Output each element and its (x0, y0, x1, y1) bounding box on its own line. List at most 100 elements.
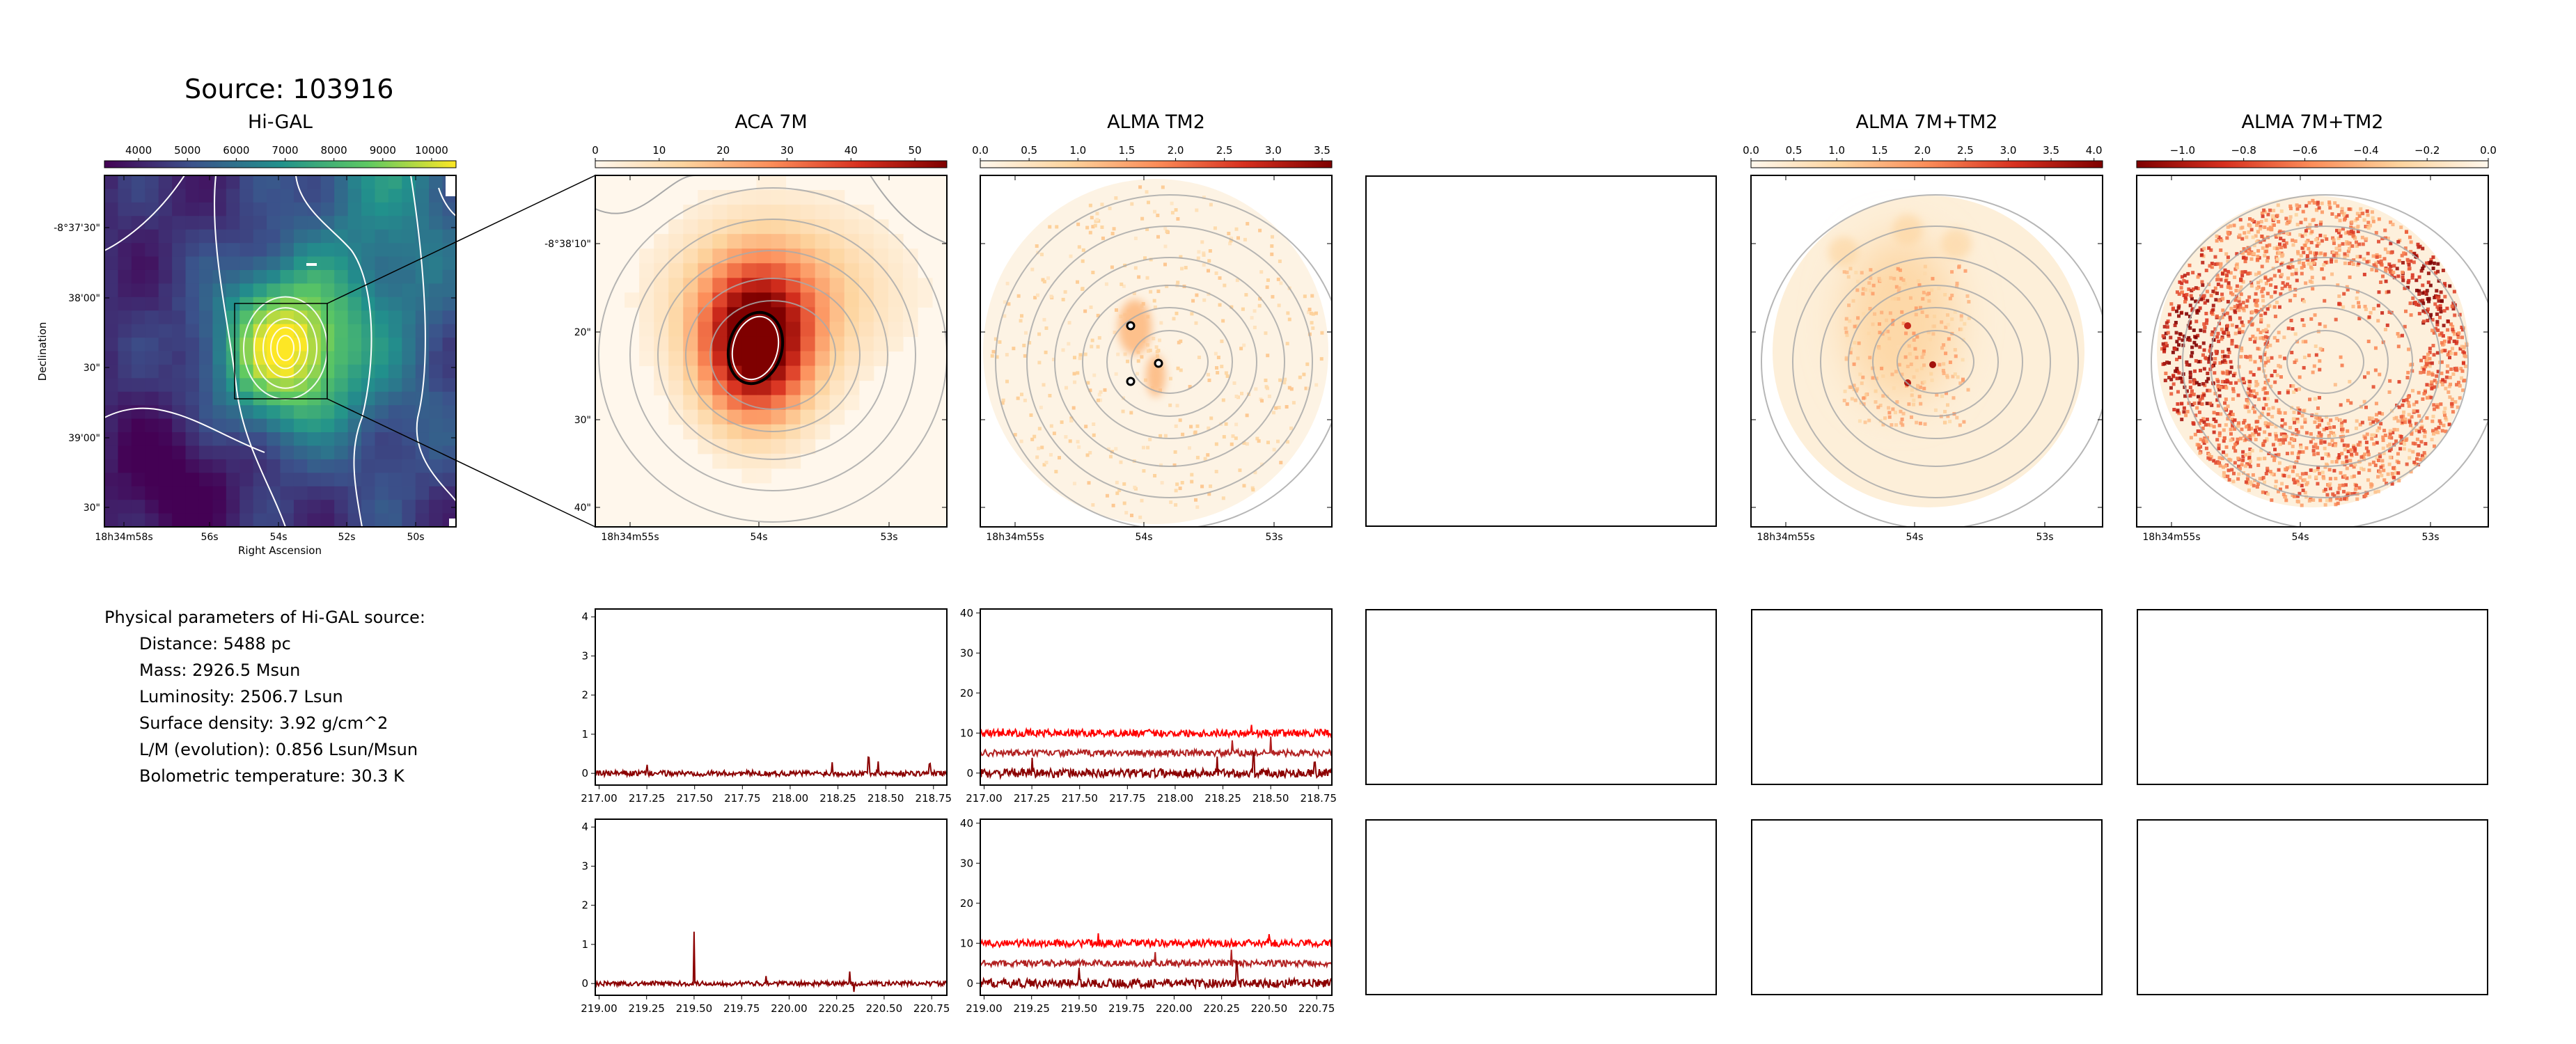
higal-pixel (442, 216, 456, 230)
higal-pixel (145, 405, 159, 420)
aca7m-pixel (712, 438, 728, 454)
alma7m-tm2-noise-pixel (1871, 376, 1875, 380)
aca7m-pixel (815, 424, 831, 440)
higal-pixel (293, 351, 308, 365)
almatm2-noise-pixel (1174, 503, 1178, 507)
aca7m-pixel (727, 453, 743, 469)
higal-pixel (280, 229, 294, 244)
residual-pixel (2261, 443, 2265, 448)
spectrum-aca7m-2-ytick-label: 3 (581, 860, 588, 872)
residual-pixel (2229, 381, 2233, 385)
aca7m-pixel (815, 307, 831, 323)
residual-pixel (2342, 489, 2346, 493)
alma7m-tm2-noise-pixel (1932, 324, 1936, 329)
higal-contour (104, 175, 185, 251)
higal-pixel (375, 473, 389, 487)
higal-pixel (212, 405, 227, 420)
residual-pixel (2209, 423, 2213, 427)
aca7m-pixel (668, 365, 684, 381)
higal-pixel (402, 256, 416, 271)
alma7m-tm2-noise-pixel (1877, 346, 1881, 350)
aca7m-pixel (712, 263, 728, 278)
higal-pixel (388, 283, 402, 298)
higal-pixel (429, 324, 443, 338)
residual-pixel (2274, 434, 2278, 438)
residual-pixel (2163, 379, 2167, 383)
almatm2-noise-pixel (1206, 453, 1210, 457)
higal-pixel (239, 216, 254, 230)
almatm2-noise-pixel (1291, 401, 1296, 405)
higal-pixel (226, 513, 240, 527)
alma7m-tm2-noise-pixel (1920, 310, 1924, 315)
higal-pixel (131, 500, 146, 514)
residual-pixel (2343, 252, 2347, 256)
alma7m-tm2-noise-pixel (1956, 375, 1960, 379)
aca7m-pixel (858, 336, 874, 352)
higal-pixel (172, 243, 187, 258)
higal-pixel (104, 513, 119, 527)
higal-pixel (212, 378, 227, 393)
residual-pixel (2332, 253, 2336, 258)
higal-pixel (118, 256, 132, 271)
residual-pixel (2307, 354, 2311, 358)
residual-pixel (2371, 216, 2375, 220)
aca7m-pixel (756, 468, 772, 484)
aca7m-pixel (712, 278, 728, 293)
alma7m-tm2-noise-pixel (1944, 351, 1948, 356)
residual-pixel (2278, 442, 2282, 446)
higal-pixel (361, 418, 376, 433)
residual-pixel (2263, 430, 2267, 434)
aca7m-xtick-label: 54s (750, 532, 767, 543)
residual-pixel (2270, 454, 2275, 458)
higal-pixel (253, 324, 267, 338)
alma7m-tm2-noise-pixel (1961, 379, 1965, 383)
almatm2-noise-pixel (1090, 345, 1094, 349)
alma7m-tm2-noise-pixel (1874, 377, 1878, 381)
almatm2-noise-pixel (1122, 501, 1126, 505)
alma7m-tm2-noise-pixel (1853, 324, 1857, 329)
residual-pixel (2435, 305, 2440, 309)
residual-pixel (2286, 232, 2290, 236)
residual-pixel (2377, 426, 2381, 430)
higal-pixel (442, 405, 456, 420)
aca7m-pixel (698, 190, 713, 205)
residual-pixel (2183, 295, 2188, 299)
residual-pixel (2331, 492, 2335, 496)
residual-pixel (2197, 446, 2201, 450)
residual-pixel (2246, 435, 2250, 439)
residual-pixel (2226, 281, 2231, 285)
residual-pixel (2330, 460, 2334, 464)
almatm2-noise-pixel (1270, 252, 1274, 256)
almatm2-noise-pixel (1095, 212, 1099, 216)
aca7m-pixel (902, 263, 918, 278)
aca7m-pixel (683, 292, 698, 308)
residual-pixel (2435, 374, 2439, 378)
residual-pixel (2410, 415, 2414, 419)
residual-pixel (2313, 420, 2317, 425)
residual-pixel (2279, 292, 2283, 296)
alma7m-tm2-noise-pixel (1851, 299, 1855, 303)
residual-pixel (2441, 334, 2445, 338)
spectrum-almatm2-1-frame (980, 608, 1333, 786)
almatm2-noise-pixel (1277, 406, 1281, 410)
residual-pixel (2313, 251, 2317, 255)
almatm2-noise-pixel (1207, 378, 1211, 382)
higal-contour (276, 335, 294, 361)
aca7m-pixel (800, 205, 816, 220)
higal-pixel (239, 324, 254, 338)
higal-pixel (185, 189, 200, 203)
residual-pixel (2196, 275, 2200, 279)
residual-pixel (2302, 251, 2306, 255)
residual-pixel (2422, 451, 2426, 455)
higal-pixel (280, 256, 294, 271)
residual-pixel (2378, 470, 2382, 474)
residual-pixel (2318, 347, 2323, 351)
higal-pixel (429, 486, 443, 500)
residual-pixel (2190, 296, 2194, 301)
higal-pixel (253, 418, 267, 433)
residual-pixel (2178, 376, 2183, 380)
residual-pixel (2357, 261, 2361, 265)
aca7m-pixel (829, 248, 845, 264)
aca7m-pixel (683, 409, 698, 425)
residual-pixel (2439, 421, 2443, 425)
